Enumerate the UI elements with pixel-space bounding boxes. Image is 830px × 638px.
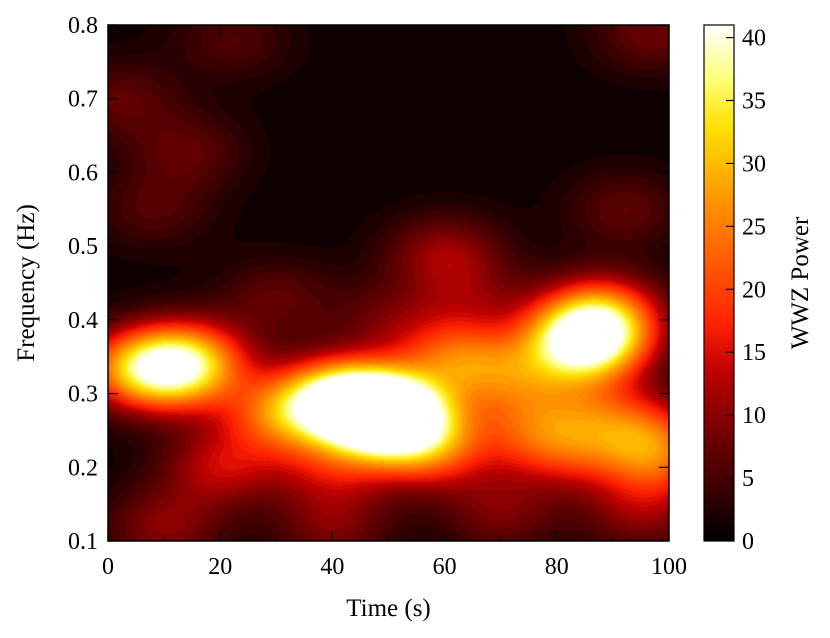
colorbar-tick-label: 30 — [742, 151, 766, 177]
colorbar-gradient — [703, 24, 735, 542]
y-tick-label: 0.1 — [68, 529, 98, 555]
y-axis-title: Frequency (Hz) — [13, 204, 40, 362]
y-tick-label: 0.4 — [68, 308, 98, 334]
x-tick-label: 80 — [545, 554, 569, 580]
x-tick-label: 0 — [102, 554, 114, 580]
colorbar-tick-label: 15 — [742, 340, 766, 366]
y-tick-label: 0.8 — [68, 13, 98, 39]
colorbar-tick-label: 5 — [742, 466, 754, 492]
y-tick-label: 0.3 — [68, 382, 98, 408]
x-axis: 0 20 40 60 80 100 — [102, 25, 687, 580]
colorbar-title: WWZ Power — [787, 216, 814, 349]
y-axis: 0.1 0.2 0.3 0.4 0.5 0.6 0.7 0.8 — [68, 13, 669, 555]
colorbar-tick-label: 35 — [742, 89, 766, 115]
x-axis-title: Time (s) — [346, 595, 431, 622]
colorbar-tick-label: 10 — [742, 403, 766, 429]
y-tick-label: 0.7 — [68, 87, 98, 113]
x-tick-label: 100 — [651, 554, 687, 580]
heatmap-plot-area — [107, 24, 670, 542]
x-tick-label: 40 — [320, 554, 344, 580]
colorbar-tick-label: 0 — [742, 529, 754, 555]
x-tick-label: 20 — [208, 554, 232, 580]
colorbar-axis: 0 5 10 15 20 25 30 35 40 — [726, 26, 766, 555]
colorbar-tick-label: 25 — [742, 214, 766, 240]
x-tick-label: 60 — [433, 554, 457, 580]
y-tick-label: 0.2 — [68, 455, 98, 481]
colorbar-tick-label: 40 — [742, 26, 766, 52]
y-tick-label: 0.5 — [68, 234, 98, 260]
colorbar: 0 5 10 15 20 25 30 35 40 WWZ Power — [703, 24, 814, 555]
colorbar-tick-label: 20 — [742, 277, 766, 303]
y-tick-label: 0.6 — [68, 160, 98, 186]
